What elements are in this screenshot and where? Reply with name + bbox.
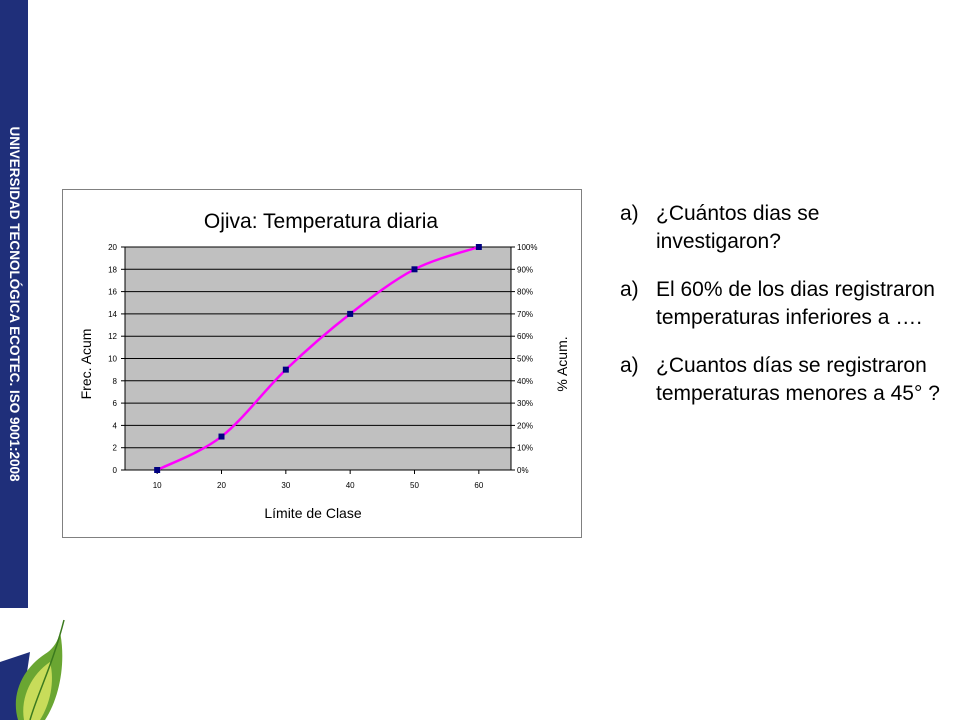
chart-frame: Ojiva: Temperatura diaria Límite de Clas… xyxy=(62,189,582,538)
sidebar-band: UNIVERSIDAD TECNOLÓGICA ECOTEC. ISO 9001… xyxy=(0,0,28,608)
question-2: a) El 60% de los dias registraron temper… xyxy=(620,276,950,332)
y-tick-label: 4 xyxy=(113,421,118,430)
data-point xyxy=(475,244,482,250)
y-tick-label: 12 xyxy=(108,332,117,341)
y-tick-label: 0 xyxy=(113,466,118,475)
question-text: ¿Cuántos dias se investigaron? xyxy=(656,202,820,253)
y2-tick-label: 0% xyxy=(517,466,529,475)
x-tick-label: 60 xyxy=(474,481,483,490)
x-tick-label: 30 xyxy=(281,481,290,490)
y2-axis-label: % Acum. xyxy=(554,336,570,391)
y2-tick-label: 50% xyxy=(517,355,533,364)
data-point xyxy=(411,266,418,273)
question-text: El 60% de los dias registraron temperatu… xyxy=(656,278,935,329)
y2-tick-label: 40% xyxy=(517,377,533,386)
y-tick-label: 20 xyxy=(108,243,117,252)
series-line xyxy=(156,245,480,472)
x-axis-label: Límite de Clase xyxy=(264,505,361,521)
x-tick-label: 10 xyxy=(153,481,162,490)
university-name: UNIVERSIDAD TECNOLÓGICA ECOTEC. ISO 9001… xyxy=(7,126,22,482)
x-tick-label: 40 xyxy=(346,481,355,490)
question-text: ¿Cuantos días se registraron temperatura… xyxy=(656,354,940,405)
y2-tick-label: 10% xyxy=(517,444,533,453)
y2-tick-label: 60% xyxy=(517,332,533,341)
data-point xyxy=(218,433,225,440)
y2-tick-label: 30% xyxy=(517,399,533,408)
y-tick-label: 16 xyxy=(108,288,117,297)
y2-tick-label: 80% xyxy=(517,288,533,297)
data-point xyxy=(154,467,161,473)
y2-tick-label: 100% xyxy=(517,243,537,252)
y-axis-label: Frec. Acum xyxy=(78,329,94,400)
data-point xyxy=(282,366,289,373)
y-tick-label: 14 xyxy=(108,310,117,319)
question-3: a) ¿Cuantos días se registraron temperat… xyxy=(620,352,950,408)
question-1: a) ¿Cuántos dias se investigaron? xyxy=(620,200,950,256)
chart-title: Ojiva: Temperatura diaria xyxy=(204,210,439,233)
question-list: a) ¿Cuántos dias se investigaron? a) El … xyxy=(620,200,950,428)
question-marker: a) xyxy=(620,278,639,301)
y2-tick-label: 70% xyxy=(517,310,533,319)
y-tick-label: 18 xyxy=(108,265,117,274)
ecotec-leaf-logo xyxy=(0,619,65,720)
y-tick-label: 6 xyxy=(113,399,118,408)
x-tick-label: 20 xyxy=(217,481,226,490)
ogive-chart: Ojiva: Temperatura diaria Límite de Clas… xyxy=(78,210,570,521)
y-tick-label: 10 xyxy=(108,355,117,364)
y-tick-label: 2 xyxy=(113,444,118,453)
question-marker: a) xyxy=(620,354,639,377)
x-tick-label: 50 xyxy=(410,481,419,490)
y2-tick-label: 90% xyxy=(517,265,533,274)
data-point xyxy=(347,310,354,317)
y-tick-label: 8 xyxy=(113,377,118,386)
y2-tick-label: 20% xyxy=(517,421,533,430)
question-marker: a) xyxy=(620,202,639,225)
